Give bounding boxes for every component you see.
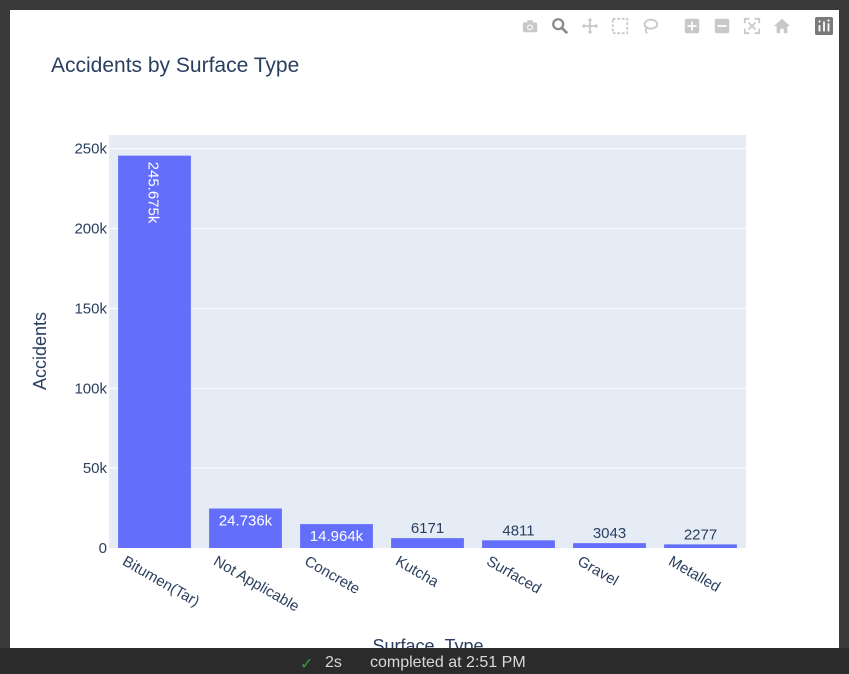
x-axis-title: Surface_Type — [372, 636, 483, 648]
zoom-icon[interactable] — [549, 15, 571, 37]
x-tick-label: Kutcha — [393, 553, 443, 591]
x-tick-label: Gravel — [575, 553, 622, 590]
y-tick-label: 150k — [74, 300, 107, 317]
chart-title: Accidents by Surface Type — [51, 54, 299, 77]
autoscale-icon[interactable] — [741, 15, 763, 37]
reset-axes-icon[interactable] — [771, 15, 793, 37]
y-tick-label: 200k — [74, 221, 107, 238]
bar-data-label: 3043 — [593, 525, 626, 542]
y-axis-ticks: 0 50k 100k 150k 200k 250k — [74, 141, 107, 557]
plot-modebar — [515, 15, 839, 37]
y-tick-label: 0 — [99, 540, 107, 557]
pan-icon[interactable] — [579, 15, 601, 37]
y-tick-label: 250k — [74, 141, 107, 158]
bar[interactable] — [573, 543, 646, 548]
bar-data-label: 2277 — [684, 526, 717, 543]
x-tick-label: Surfaced — [484, 553, 545, 598]
bar[interactable] — [118, 155, 191, 548]
bars — [118, 155, 737, 548]
zoom-out-icon[interactable] — [711, 15, 733, 37]
x-tick-label: Not Applicable — [211, 553, 303, 616]
x-axis-ticks: Bitumen(Tar) Not Applicable Concrete Kutcha… — [120, 553, 724, 616]
bar[interactable] — [664, 544, 737, 548]
lasso-icon[interactable] — [639, 15, 661, 37]
bar-labels: 245.675k 24.736k 14.964k 6171 4811 3043 2277 — [145, 162, 718, 545]
y-tick-label: 100k — [74, 380, 107, 397]
status-completed: completed at 2:51 PM — [370, 654, 526, 671]
bar-data-label: 4811 — [502, 522, 534, 539]
bar-data-label: 6171 — [411, 520, 444, 537]
box-select-icon[interactable] — [609, 15, 631, 37]
y-tick-label: 50k — [83, 460, 108, 477]
camera-icon[interactable] — [519, 15, 541, 37]
x-tick-label: Concrete — [302, 553, 363, 598]
bar-chart: Accidents by Surface Type 0 50k 100k 150k 20… — [30, 54, 746, 648]
bar[interactable] — [209, 508, 282, 548]
bar-data-label: 245.675k — [145, 162, 162, 224]
x-tick-label: Bitumen(Tar) — [120, 553, 203, 611]
bar-data-label: 24.736k — [219, 512, 273, 529]
bar-data-label: 14.964k — [310, 528, 364, 545]
gridlines — [109, 148, 746, 469]
bar[interactable] — [300, 524, 373, 548]
zoom-in-icon[interactable] — [681, 15, 703, 37]
plotly-logo-icon[interactable] — [813, 15, 835, 37]
y-axis-title: Accidents — [30, 312, 50, 390]
cell-status-bar: ✓ 2s completed at 2:51 PM — [0, 648, 849, 673]
plot-area — [109, 135, 746, 548]
bar[interactable] — [391, 538, 464, 548]
status-duration: 2s — [325, 654, 342, 671]
plot-container: Accidents by Surface Type 0 50k 100k 150k 20… — [10, 10, 839, 648]
check-icon: ✓ — [300, 656, 314, 673]
x-tick-label: Metalled — [666, 553, 724, 596]
bar[interactable] — [482, 540, 555, 548]
